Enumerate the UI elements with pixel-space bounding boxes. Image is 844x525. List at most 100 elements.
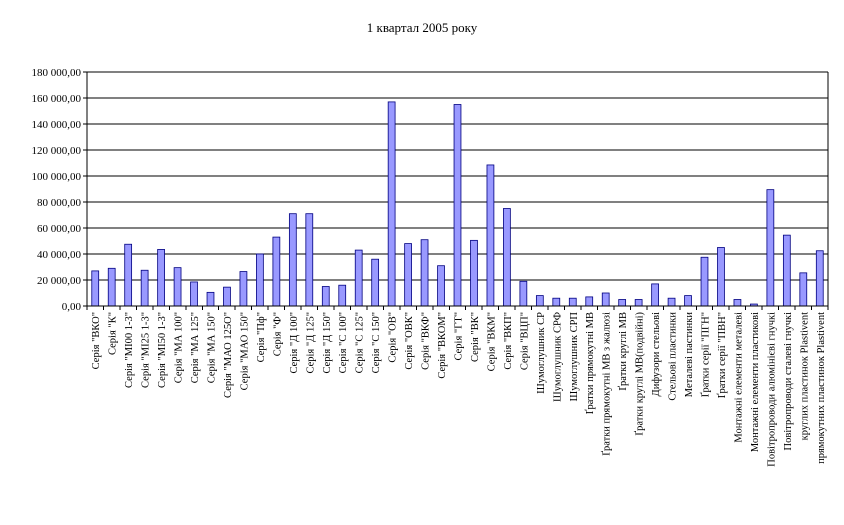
bar xyxy=(733,299,742,307)
chart-title: 1 квартал 2005 року xyxy=(366,20,478,35)
x-tick-label: Ґратки прямокутні МВ xyxy=(584,312,596,414)
x-tick-label: Серія "ВКФ" xyxy=(421,312,432,370)
x-tick-label: Монтажні елементи пластикові xyxy=(750,312,761,452)
bars xyxy=(91,101,824,307)
bar xyxy=(239,271,248,307)
x-tick-labels: Серія "ВКО" Серія "К" Серія "МІ00 1-3" Сері… xyxy=(91,312,827,467)
bar xyxy=(305,213,314,307)
x-tick-label: Серія "МАО 125О" xyxy=(223,312,234,398)
bar xyxy=(107,267,116,307)
y-tick-label: 140 000,00 xyxy=(32,119,82,131)
x-tick-label: Серія "ГТ" xyxy=(454,312,465,360)
bar xyxy=(799,272,808,307)
x-tick-label: Серія "Д 125" xyxy=(305,312,316,374)
x-tick-label: Серія "С 125" xyxy=(355,312,366,373)
bar xyxy=(486,164,495,307)
bar xyxy=(338,284,347,307)
y-tick-label: 20 000,00 xyxy=(37,275,82,287)
x-tick-label: Серія "Д 150" xyxy=(322,312,333,374)
y-tick-label: 120 000,00 xyxy=(32,145,82,157)
y-tick-label: 80 000,00 xyxy=(37,197,82,209)
x-tick-label: Серія "ВКМ" xyxy=(486,312,497,371)
x-tick-label: Металеві пастинки xyxy=(684,312,695,398)
y-tick-label: 160 000,00 xyxy=(32,93,82,105)
bar xyxy=(568,297,577,307)
x-tick-label: Серія "МАО 150" xyxy=(239,312,250,390)
bar xyxy=(371,258,380,307)
bar xyxy=(140,269,149,307)
x-tick-label: Ґратки серії "ПГН" xyxy=(700,312,712,397)
bar xyxy=(206,291,215,307)
x-tick-label: Дифузори стельові xyxy=(651,312,662,397)
x-tick-label: Серія "МІ00 1-3" xyxy=(124,312,135,388)
x-tick-label: Ґратки круглі МВ xyxy=(617,312,629,391)
x-tick-label: Серія "МА 150" xyxy=(207,312,218,383)
bar xyxy=(387,101,396,307)
bar xyxy=(354,249,363,307)
x-tick-label: Ґратки прямокутні МВ з жалюзі xyxy=(601,312,613,456)
bar xyxy=(288,213,297,307)
bar xyxy=(124,243,133,307)
bar xyxy=(223,286,231,307)
bar xyxy=(782,234,791,307)
bar xyxy=(519,280,528,307)
bar xyxy=(272,236,281,307)
bar xyxy=(420,239,429,307)
bar xyxy=(190,281,198,307)
x-tick-label: Серія "Пф" xyxy=(256,312,267,362)
y-tick-labels: 0,00 20 000,00 40 000,00 60 000,00 80 000,00… xyxy=(32,67,82,313)
y-tick-label: 60 000,00 xyxy=(37,223,82,235)
y-tick-label: 100 000,00 xyxy=(32,171,82,183)
x-tick-label: Серія "С 150" xyxy=(371,312,382,373)
bar xyxy=(717,247,725,307)
bar xyxy=(585,296,594,307)
y-tick-label: 180 000,00 xyxy=(32,67,82,79)
x-tick-label: Серія "Д 100" xyxy=(289,312,300,374)
x-tick-label: Шумоглушник СРП xyxy=(569,312,580,402)
bar xyxy=(91,270,100,307)
bar xyxy=(157,249,165,307)
x-tick-label: Серія "Ф" xyxy=(272,312,283,356)
bar xyxy=(256,253,264,307)
bar xyxy=(700,256,709,307)
bar xyxy=(470,239,478,307)
x-tick-label: круглих пластинок Plastivent xyxy=(799,312,810,440)
x-tick-label: Повітропроводи сталеві гнучкі xyxy=(783,312,794,451)
x-tick-label: Повітропроводи алюмінієві гнучкі xyxy=(766,312,777,467)
bar xyxy=(667,297,676,307)
y-tick-label: 40 000,00 xyxy=(37,249,82,261)
bar xyxy=(634,299,643,307)
bar xyxy=(535,295,544,307)
x-tick-label: Серія "ОВ" xyxy=(388,312,399,363)
x-tick-label: Серія "МА 125" xyxy=(190,312,201,383)
bar xyxy=(552,297,561,307)
bar xyxy=(684,295,692,307)
x-tick-label: Серія "ОВК" xyxy=(404,312,415,370)
bar xyxy=(503,208,511,307)
x-tick-label: Серія "ВК" xyxy=(470,312,481,362)
x-tick-label: Серія "МІ50 1-3" xyxy=(157,312,168,388)
bar xyxy=(651,283,659,307)
bar xyxy=(321,286,330,307)
x-tick-label: Серія "ВЦП" xyxy=(519,312,530,370)
bar xyxy=(173,267,182,307)
x-tick-label: Серія "ВКО" xyxy=(91,312,102,369)
bar xyxy=(618,299,627,307)
x-tick-label: Серія "ВКП" xyxy=(503,312,514,370)
x-tick-label: Монтажні елементи металеві xyxy=(733,312,744,443)
bar xyxy=(815,250,824,307)
axes xyxy=(86,72,829,307)
bar xyxy=(601,292,610,307)
x-tick-label: Серія "К" xyxy=(108,312,119,355)
x-tick-label: Ґратки серії "ПВН" xyxy=(716,312,728,398)
bar xyxy=(404,243,412,307)
x-tick-label: Стельові пластинки xyxy=(668,312,679,401)
bar xyxy=(437,265,445,307)
x-tick-label: Серія "МІ25 1-3" xyxy=(141,312,152,388)
x-tick-label: Серія "С 100" xyxy=(338,312,349,373)
x-tick-label: Серія "ВКОМ" xyxy=(437,312,448,379)
y-tick-label: 0,00 xyxy=(62,301,82,313)
x-tick-label: Шумоглушник СРФ xyxy=(552,312,563,402)
bar xyxy=(766,189,775,307)
